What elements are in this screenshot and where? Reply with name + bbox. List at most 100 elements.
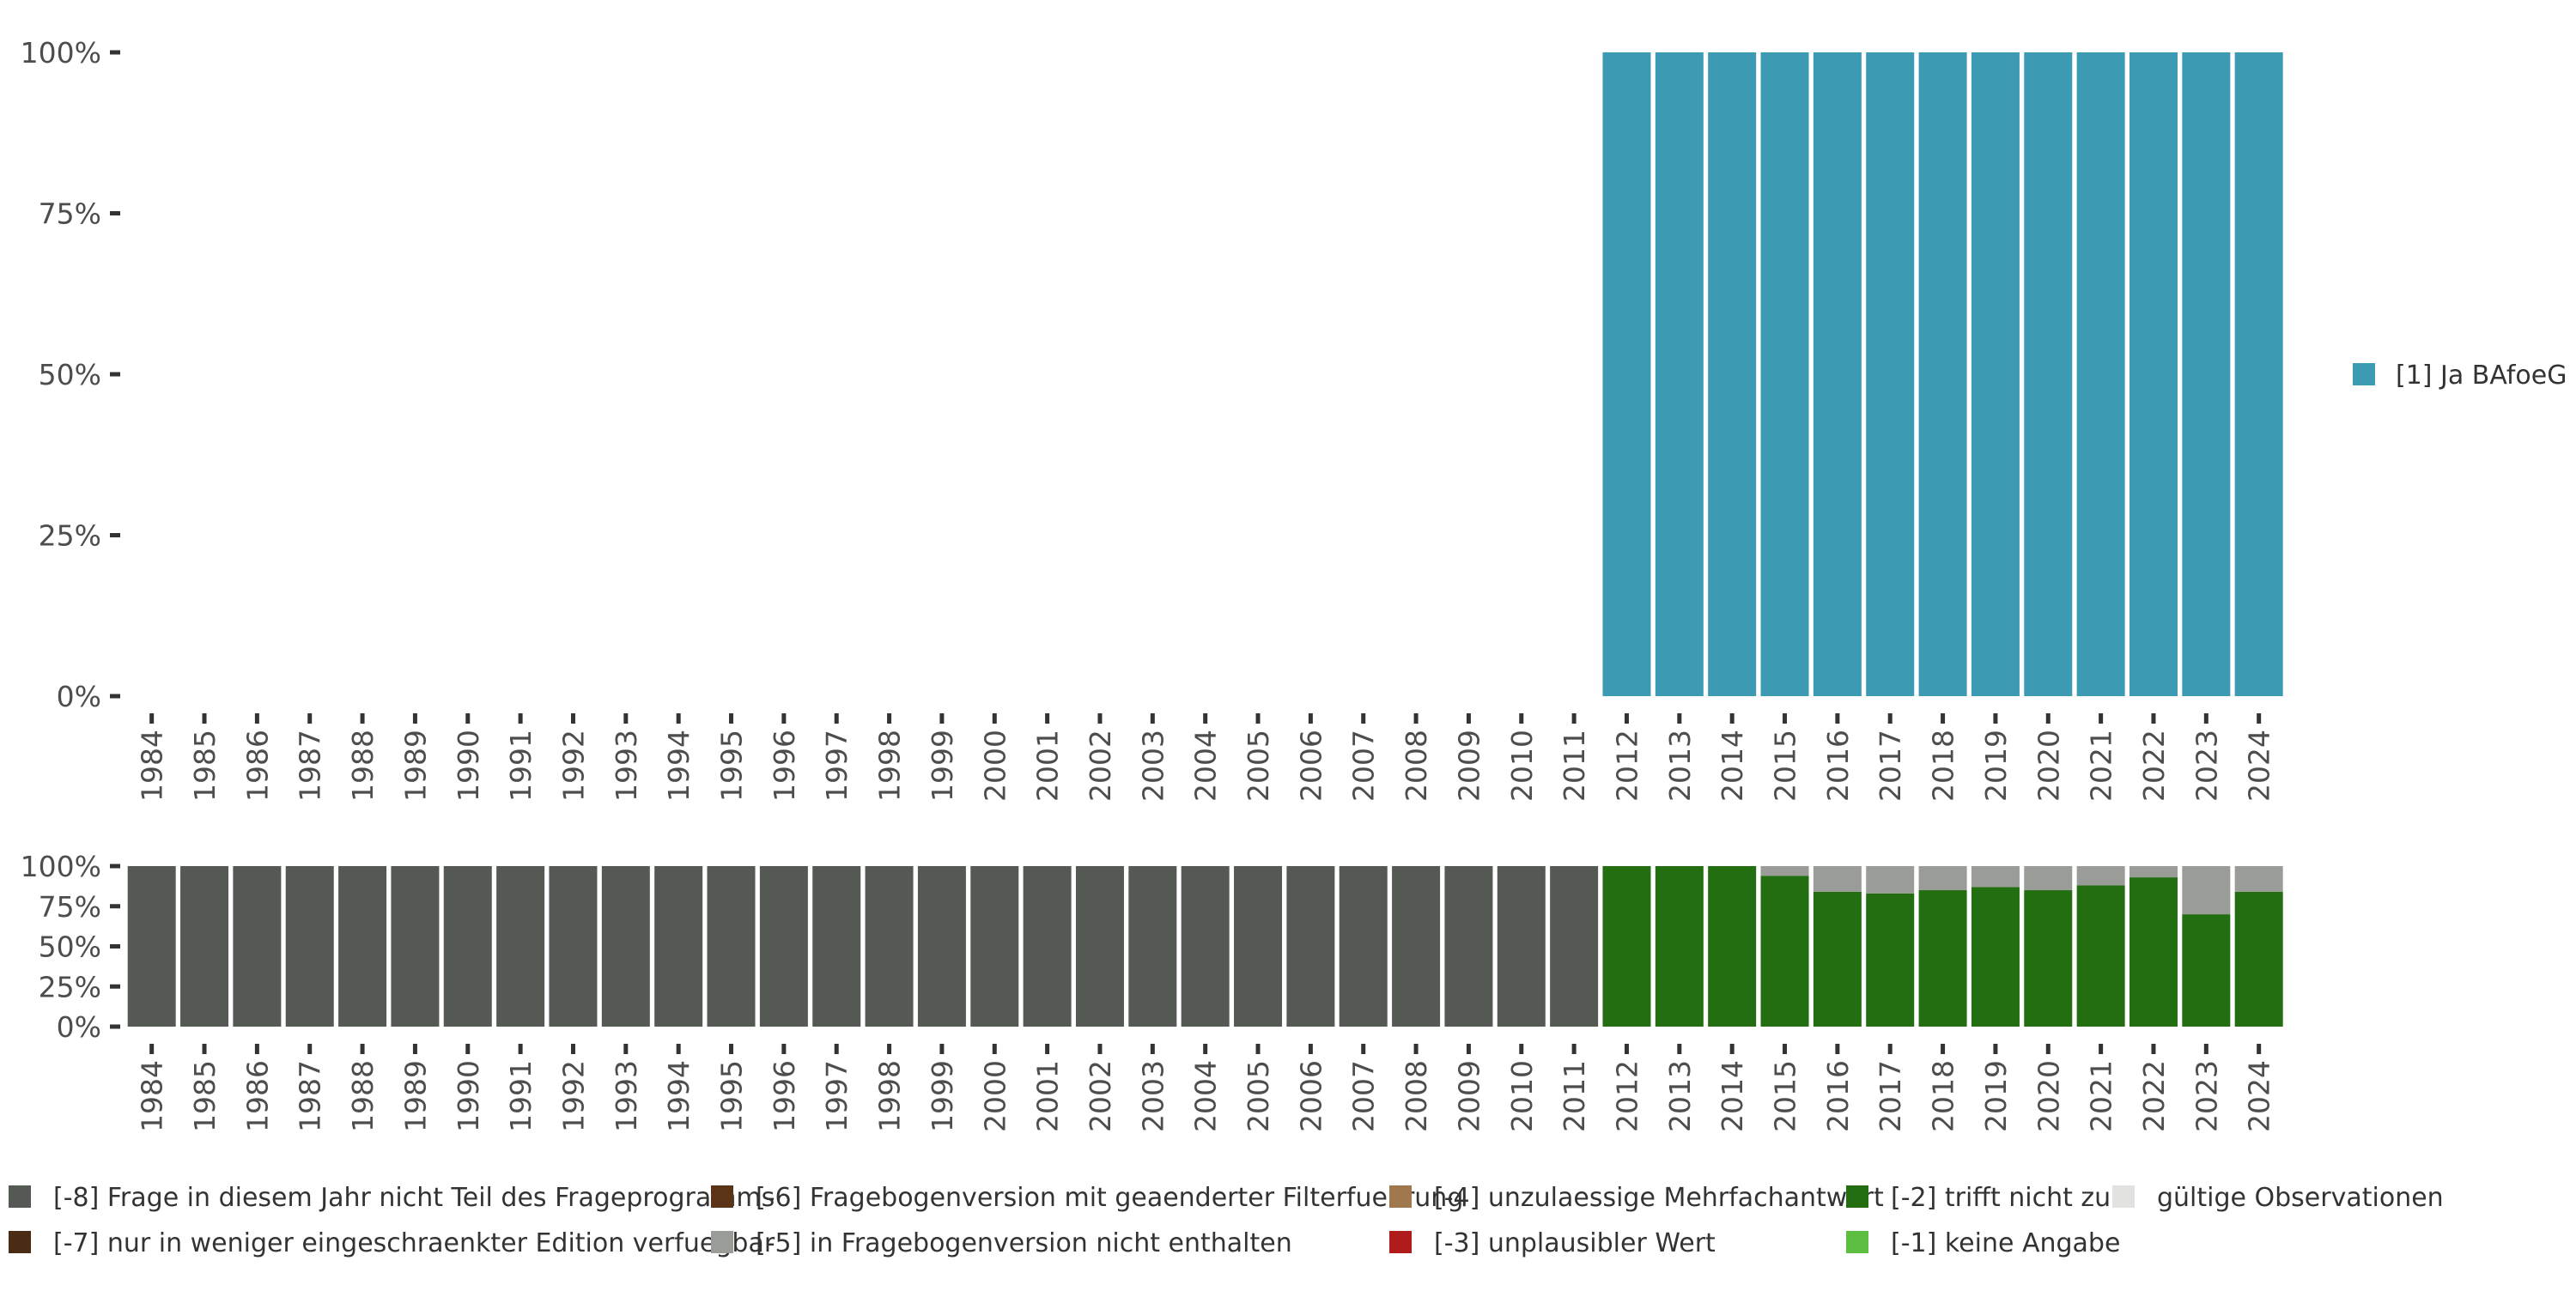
x-tick-label-c1-1990: 1990: [452, 1060, 485, 1132]
x-tick-label-c0-2020: 2020: [2032, 730, 2065, 802]
legend-swatch-4: [1389, 1185, 1412, 1208]
x-tick-label-c0-2016: 2016: [1821, 730, 1855, 802]
bar-c1-s0-2002: [1075, 866, 1124, 1027]
bar-c0-s0-2018: [1918, 52, 1967, 696]
x-tick-label-c1-1991: 1991: [504, 1060, 538, 1132]
x-tick-label-c1-1998: 1998: [873, 1060, 907, 1132]
legend-swatch-7: [1846, 1231, 1868, 1253]
bar-c1-s0-2006: [1286, 866, 1335, 1027]
x-tick-label-c1-2004: 2004: [1189, 1060, 1223, 1132]
right-legend: [1] Ja BAfoeG: [2353, 361, 2567, 391]
x-tick-label-c1-2012: 2012: [1610, 1060, 1643, 1132]
x-tick-label-c0-2000: 2000: [978, 730, 1012, 802]
x-tick-label-c0-2017: 2017: [1874, 730, 1907, 802]
x-tick-label-c1-1997: 1997: [820, 1060, 854, 1132]
legend-swatch-ja-bafoeg: [2353, 363, 2375, 385]
x-tick-label-c1-1985: 1985: [188, 1060, 222, 1132]
x-tick-label-c0-2002: 2002: [1084, 730, 1117, 802]
bar-c1-s0-1994: [654, 866, 703, 1027]
x-tick-label-c0-1988: 1988: [346, 730, 380, 802]
bar-c1-s0-1991: [496, 866, 545, 1027]
x-tick-label-c0-2011: 2011: [1558, 730, 1591, 802]
bar-c1-s0-1999: [917, 866, 966, 1027]
x-tick-label-c1-2007: 2007: [1347, 1060, 1381, 1132]
bar-c1-s1-2016: [1813, 891, 1862, 1027]
bar-c1-s1-2015: [1760, 876, 1809, 1027]
x-tick-label-c1-2018: 2018: [1927, 1060, 1960, 1132]
bar-c1-s2-2023: [2182, 866, 2231, 915]
x-tick-label-c1-2023: 2023: [2190, 1060, 2223, 1132]
bar-c1-s1-2018: [1918, 890, 1967, 1027]
bar-c1-s1-2021: [2076, 885, 2125, 1027]
x-tick-label-c1-2006: 2006: [1294, 1060, 1327, 1132]
y-tick-label-c0-4: 100%: [21, 36, 101, 70]
bar-c1-s1-2014: [1708, 866, 1757, 1027]
x-tick-label-c0-2023: 2023: [2190, 730, 2223, 802]
bar-c1-s2-2022: [2129, 866, 2178, 878]
bar-c0-s0-2014: [1708, 52, 1757, 696]
x-tick-label-c1-1987: 1987: [294, 1060, 327, 1132]
x-tick-label-c1-1992: 1992: [556, 1060, 590, 1132]
bar-c1-s0-2009: [1444, 866, 1493, 1027]
x-tick-label-c0-2022: 2022: [2137, 730, 2171, 802]
x-tick-label-c1-1995: 1995: [715, 1060, 749, 1132]
bar-c1-s1-2024: [2234, 891, 2283, 1027]
legend-swatch-5: [1389, 1231, 1412, 1253]
bottom-legend: [-8] Frage in diesem Jahr nicht Teil des…: [9, 1183, 2444, 1258]
bar-c1-s0-1984: [127, 866, 176, 1027]
bar-c1-s0-1990: [443, 866, 492, 1027]
legend-swatch-3: [711, 1231, 733, 1253]
x-tick-label-c1-2024: 2024: [2243, 1060, 2276, 1132]
bottom-chart: 0% 25% 50% 75% 100% 1984 1985 1986 1987 1988 1989 1…: [21, 850, 2283, 1132]
legend-label-4: [-4] unzulaessige Mehrfachantwort: [1434, 1183, 1884, 1213]
y-tick-label-c0-0: 0%: [57, 680, 101, 713]
x-tick-label-c0-2018: 2018: [1927, 730, 1960, 802]
legend-label-ja-bafoeg: [1] Ja BAfoeG: [2396, 361, 2567, 391]
y-tick-label-c0-2: 50%: [39, 358, 101, 391]
x-tick-label-c0-2024: 2024: [2243, 730, 2276, 802]
bar-c1-s2-2020: [2024, 866, 2073, 891]
legend-swatch-1: [9, 1231, 31, 1253]
y-tick-label-c0-1: 25%: [39, 519, 101, 553]
x-tick-label-c0-1984: 1984: [136, 730, 169, 802]
x-tick-label-c1-2000: 2000: [978, 1060, 1012, 1132]
bar-c1-s2-2016: [1813, 866, 1862, 892]
x-tick-label-c1-1993: 1993: [610, 1060, 643, 1132]
y-tick-label-c1-3: 75%: [39, 890, 101, 924]
legend-swatch-6: [1846, 1185, 1868, 1208]
bar-c0-s0-2021: [2076, 52, 2125, 696]
x-tick-label-c0-2007: 2007: [1347, 730, 1381, 802]
x-tick-label-c1-2010: 2010: [1505, 1060, 1539, 1132]
bar-c0-s0-2013: [1655, 52, 1704, 696]
legend-label-0: [-8] Frage in diesem Jahr nicht Teil des…: [53, 1183, 775, 1213]
x-tick-label-c1-2022: 2022: [2137, 1060, 2171, 1132]
bar-c1-s0-1992: [549, 866, 598, 1027]
x-tick-label-c0-1986: 1986: [240, 730, 274, 802]
x-tick-label-c1-2003: 2003: [1136, 1060, 1170, 1132]
bar-c1-s1-2019: [1971, 887, 2020, 1027]
bar-c1-s0-1995: [707, 866, 756, 1027]
bar-c1-s2-2024: [2234, 866, 2283, 892]
x-tick-label-c0-2006: 2006: [1294, 730, 1327, 802]
bar-c1-s0-2007: [1339, 866, 1388, 1027]
x-tick-label-c1-2009: 2009: [1452, 1060, 1485, 1132]
bar-c0-s0-2016: [1813, 52, 1862, 696]
bar-c1-s2-2017: [1866, 866, 1915, 894]
x-tick-label-c0-1987: 1987: [294, 730, 327, 802]
bar-c0-s0-2012: [1602, 52, 1651, 696]
bar-c0-s0-2024: [2234, 52, 2283, 696]
bar-c1-s0-1996: [759, 866, 808, 1027]
x-tick-label-c0-2004: 2004: [1189, 730, 1223, 802]
x-tick-label-c0-1997: 1997: [820, 730, 854, 802]
bar-c1-s0-1988: [338, 866, 387, 1027]
bar-c1-s0-2008: [1392, 866, 1441, 1027]
x-tick-label-c1-1988: 1988: [346, 1060, 380, 1132]
x-tick-label-c1-1989: 1989: [398, 1060, 432, 1132]
x-tick-label-c1-2021: 2021: [2085, 1060, 2118, 1132]
legend-swatch-8: [2112, 1185, 2135, 1208]
y-tick-label-c1-0: 0%: [57, 1010, 101, 1044]
x-tick-label-c0-2008: 2008: [1400, 730, 1433, 802]
x-tick-label-c1-2013: 2013: [1663, 1060, 1697, 1132]
bar-c1-s0-2005: [1234, 866, 1283, 1027]
x-tick-label-c0-1995: 1995: [715, 730, 749, 802]
